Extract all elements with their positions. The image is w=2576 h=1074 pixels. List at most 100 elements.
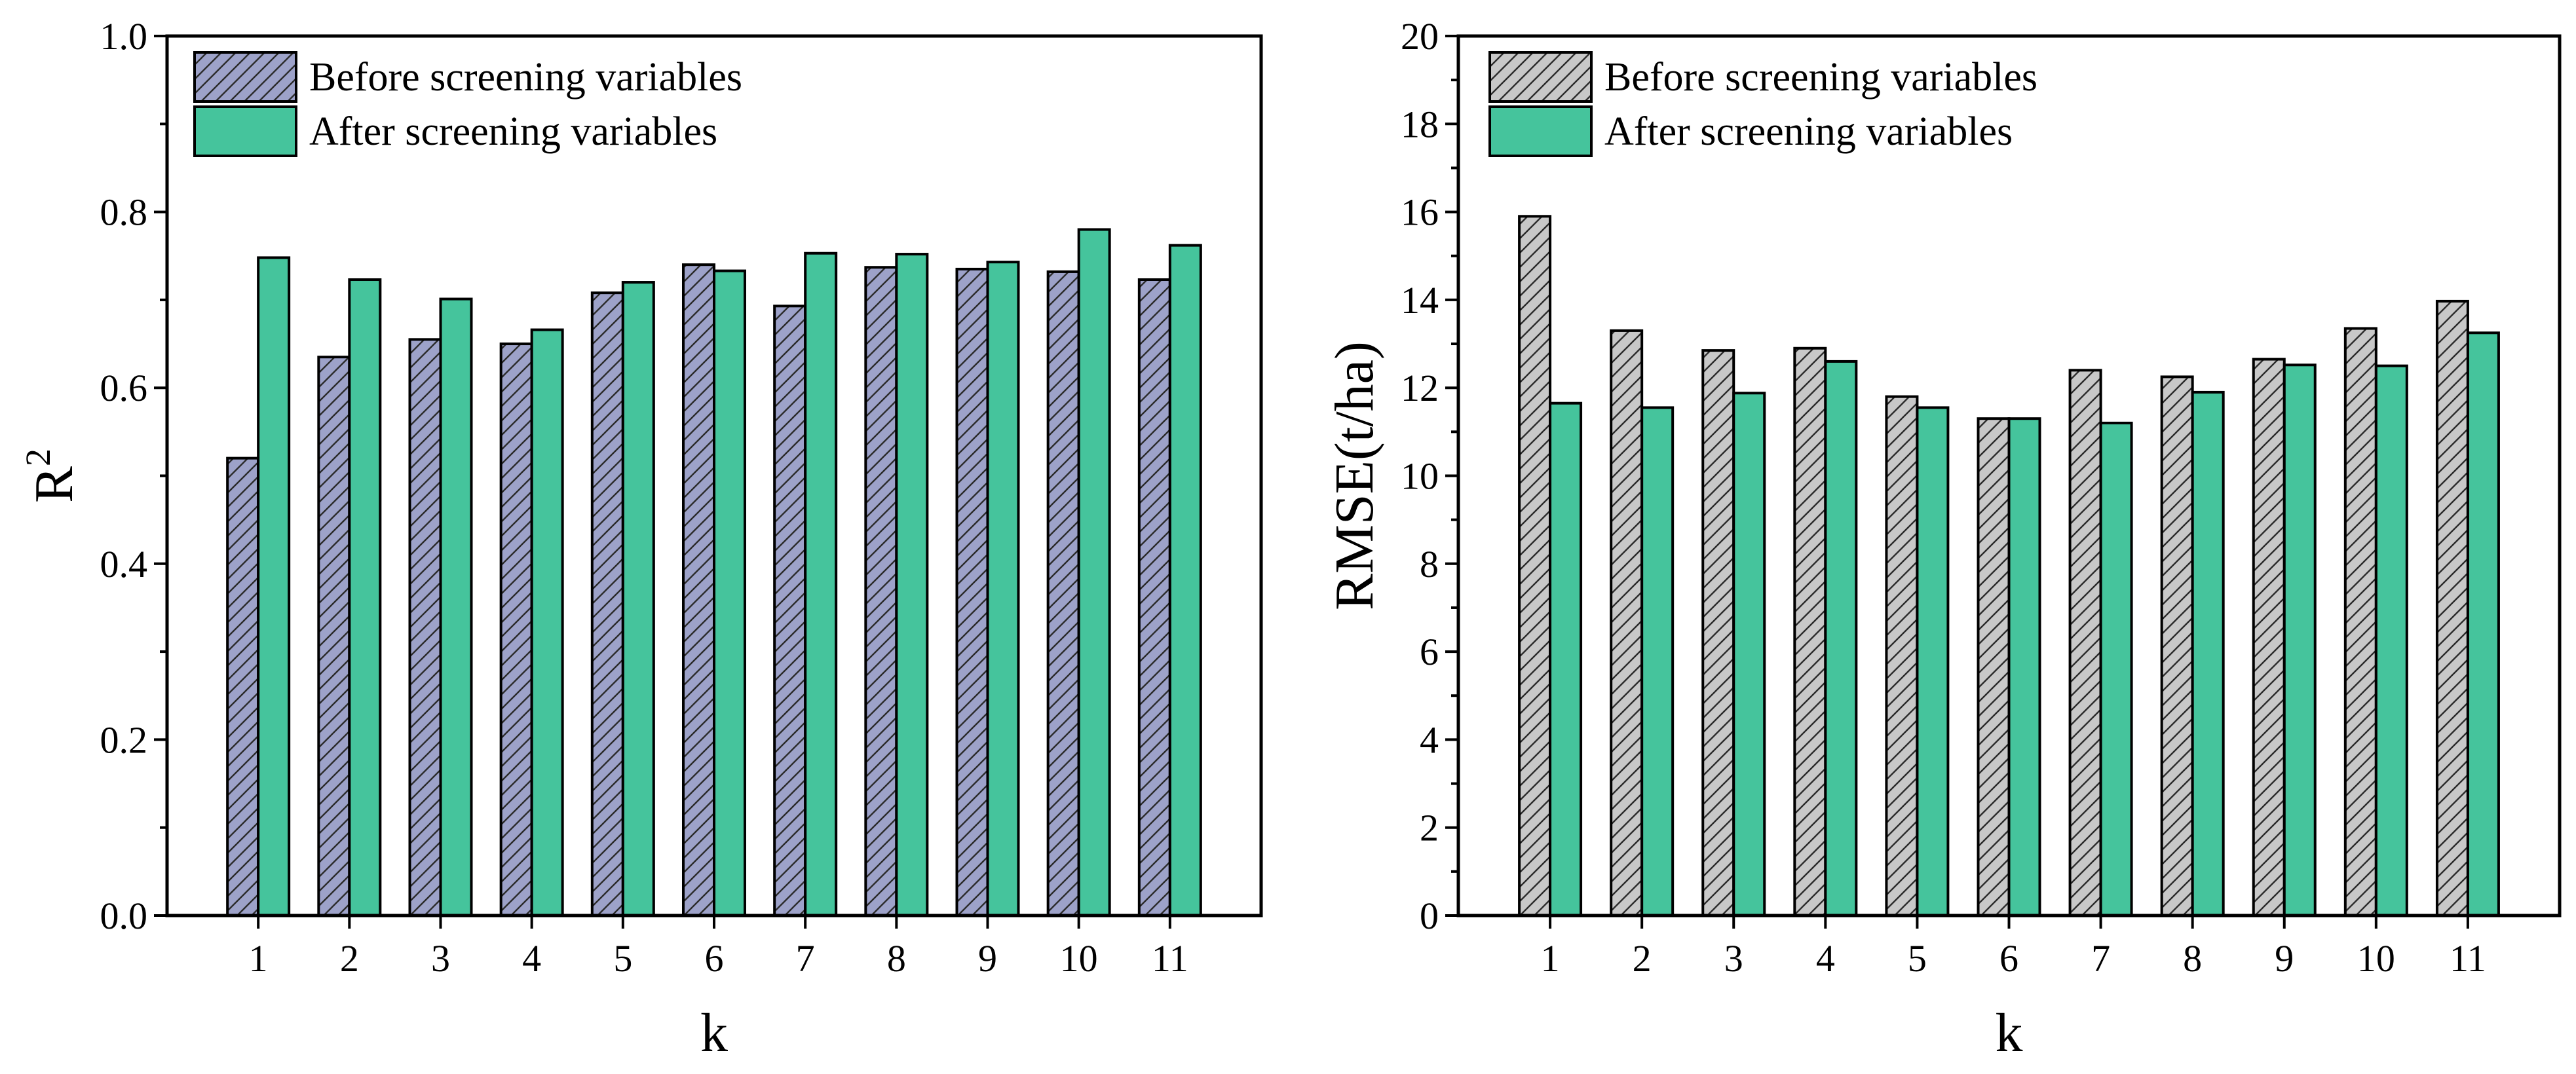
- r2-bar-after-k6: [713, 269, 746, 917]
- rmse-ytick-label: 18: [1401, 103, 1439, 145]
- r2-xtick-label: 3: [431, 937, 450, 980]
- r2-ytick-label: 0.2: [100, 718, 148, 761]
- rmse-bar-before-hatch-k2: [1610, 329, 1644, 917]
- rmse-bar-before-hatch-k11: [2435, 299, 2469, 917]
- rmse-ytick-label: 20: [1401, 15, 1439, 58]
- r2-bar-before-hatch-k8: [864, 266, 898, 917]
- rmse-xtick-label: 2: [1633, 937, 1652, 980]
- r2-xtick-label: 9: [978, 937, 997, 980]
- r2-bar-after-k1: [257, 256, 291, 917]
- r2-xtick-label: 8: [887, 937, 906, 980]
- rmse-xtick-label: 1: [1541, 937, 1560, 980]
- r2-bar-before-hatch-k7: [773, 305, 807, 917]
- r2-bar-before-hatch-k11: [1137, 278, 1171, 917]
- rmse-bar-after-k10: [2374, 364, 2408, 917]
- r2-legend-label-after: After screening variables: [309, 109, 717, 154]
- rmse-ytick-label: 6: [1420, 631, 1439, 673]
- rmse-bar-before-hatch-k6: [1977, 417, 2011, 917]
- rmse-xtick-label: 10: [2357, 937, 2395, 980]
- r2-bar-after-k10: [1077, 228, 1111, 917]
- r2-bar-after-k11: [1168, 244, 1202, 917]
- r2-ytick-label: 0.0: [100, 895, 148, 937]
- r2-xtick-label: 11: [1152, 937, 1188, 980]
- r2-bar-before-hatch-k10: [1046, 270, 1080, 917]
- rmse-ytick-label: 10: [1401, 455, 1439, 498]
- r2-bar-before-hatch-k9: [955, 267, 989, 917]
- rmse-xtick-label: 11: [2450, 937, 2486, 980]
- rmse-y-axis-title: RMSE(t/ha): [1324, 341, 1385, 610]
- r2-ytick-label: 1.0: [100, 15, 148, 58]
- r2-bar-before-hatch-k6: [682, 263, 715, 917]
- rmse-xtick-label: 8: [2183, 937, 2202, 980]
- r2-bar-after-k8: [895, 253, 929, 917]
- rmse-ytick-label: 2: [1420, 807, 1439, 849]
- r2-legend-swatch-after: [193, 105, 297, 157]
- rmse-xtick-label: 4: [1816, 937, 1835, 980]
- rmse-bar-before-hatch-k3: [1701, 349, 1735, 917]
- rmse-bar-after-k3: [1732, 392, 1766, 917]
- r2-chart: 0.00.20.40.60.81.01 2 3 4 5 6 7 8 9 10 11kR2Before…: [18, 15, 1263, 1064]
- r2-xtick-label: 1: [249, 937, 268, 980]
- r2-xtick-label: 6: [705, 937, 724, 980]
- r2-bar-after-k4: [530, 328, 564, 917]
- rmse-legend-label-before: Before screening variables: [1604, 55, 2037, 100]
- r2-xtick-label: 4: [522, 937, 541, 980]
- r2-bar-after-k3: [439, 297, 473, 917]
- r2-y-axis-title-superscript: 2: [18, 449, 58, 466]
- rmse-bar-after-k9: [2282, 363, 2317, 917]
- rmse-bar-after-k1: [1549, 401, 1583, 917]
- rmse-bar-after-k6: [2007, 417, 2041, 917]
- rmse-bar-before-hatch-k5: [1885, 395, 1919, 917]
- rmse-xtick-label: 7: [2091, 937, 2110, 980]
- r2-bar-after-k7: [804, 251, 838, 917]
- r2-xtick-label: 2: [340, 937, 359, 980]
- rmse-legend-swatch-after: [1488, 105, 1593, 157]
- rmse-bar-after-k2: [1640, 406, 1675, 917]
- r2-y-axis-title: R2: [18, 449, 85, 503]
- rmse-bar-after-k4: [1824, 360, 1858, 917]
- rmse-bar-before-hatch-k1: [1518, 215, 1552, 917]
- rmse-xtick-label: 5: [1908, 937, 1927, 980]
- rmse-ytick-label: 14: [1401, 279, 1439, 322]
- rmse-x-axis-title: k: [1996, 1003, 2023, 1064]
- rmse-bar-before-hatch-k10: [2343, 327, 2377, 917]
- r2-bar-before-hatch-k2: [317, 356, 351, 917]
- rmse-ytick-label: 8: [1420, 543, 1439, 585]
- r2-ytick-label: 0.4: [100, 543, 148, 585]
- rmse-bar-after-k11: [2466, 331, 2500, 917]
- r2-xtick-label: 7: [796, 937, 815, 980]
- rmse-bar-before-hatch-k7: [2068, 369, 2102, 917]
- r2-ytick-label: 0.6: [100, 367, 148, 409]
- r2-legend-label-before: Before screening variables: [309, 55, 742, 100]
- rmse-bar-before-hatch-k4: [1793, 346, 1827, 917]
- rmse-bar-after-k8: [2191, 390, 2225, 917]
- rmse-ytick-label: 12: [1401, 367, 1439, 409]
- rmse-bar-after-k5: [1916, 406, 1950, 917]
- rmse-ytick-label: 4: [1420, 718, 1439, 761]
- rmse-xtick-label: 6: [1999, 937, 2018, 980]
- rmse-xtick-label: 3: [1724, 937, 1743, 980]
- r2-bar-before-hatch-k4: [499, 343, 533, 917]
- r2-legend-swatch-before-hatch: [193, 51, 297, 103]
- r2-bar-before-hatch-k5: [590, 291, 624, 917]
- r2-x-axis-title: k: [700, 1003, 728, 1064]
- r2-bar-after-k2: [348, 278, 382, 917]
- r2-bar-before-hatch-k3: [408, 338, 442, 917]
- rmse-y-axis-title-text: RMSE(t/ha): [1324, 341, 1385, 610]
- rmse-ytick-label: 16: [1401, 191, 1439, 234]
- rmse-bar-before-hatch-k8: [2160, 375, 2194, 917]
- r2-ytick-label: 0.8: [100, 191, 148, 234]
- r2-bar-before-hatch-k1: [226, 456, 260, 917]
- rmse-xtick-label: 9: [2275, 937, 2294, 980]
- r2-xtick-label: 5: [613, 937, 632, 980]
- rmse-ytick-label: 0: [1420, 895, 1439, 937]
- rmse-legend-swatch-before-hatch: [1488, 51, 1593, 103]
- r2-y-axis-title-text: R: [24, 466, 85, 503]
- rmse-bar-before-hatch-k9: [2252, 358, 2286, 917]
- r2-bar-after-k5: [621, 281, 655, 917]
- rmse-legend-label-after: After screening variables: [1604, 109, 2013, 154]
- r2-bar-after-k9: [986, 261, 1020, 917]
- rmse-bar-after-k7: [2099, 421, 2133, 917]
